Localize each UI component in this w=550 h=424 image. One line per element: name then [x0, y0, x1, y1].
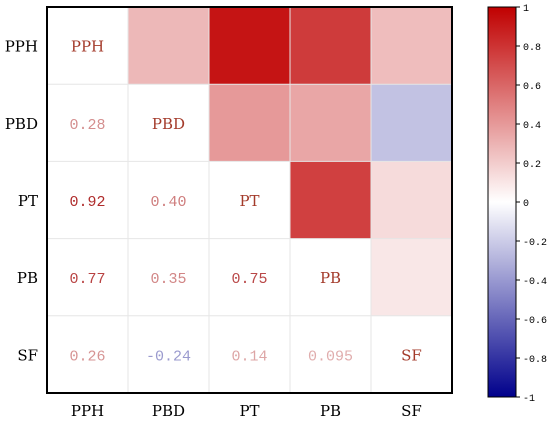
diagonal-label-PB: PB [320, 269, 341, 287]
heatmap-cell-PB-SF [371, 238, 452, 316]
cell-value-PB-PBD: 0.35 [150, 271, 186, 288]
heatmap-cell-PPH-PB [290, 7, 371, 85]
heatmap-cell-PT-SF [371, 161, 452, 239]
cell-value-SF-PB: 0.095 [308, 348, 353, 365]
y-tick-label-PT: PT [18, 192, 38, 210]
colorbar-tick-label: 1 [523, 4, 529, 15]
heatmap-cell-PPH-SF [371, 7, 452, 85]
heatmap-cell-labels: PPH 0.28 PBD 0.92 0.40 PT 0.77 0.35 0.75 PB 0.26 -0… [69, 38, 421, 366]
cell-value-PT-PBD: 0.40 [150, 194, 186, 211]
cell-value-SF-PBD: -0.24 [146, 348, 191, 365]
x-tick-label-PB: PB [320, 402, 341, 420]
y-tick-label-SF: SF [17, 346, 38, 364]
x-tick-label-PBD: PBD [152, 402, 185, 420]
heatmap-cell-PBD-SF [371, 84, 452, 162]
heatmap-frame [46, 6, 453, 394]
y-tick-label-PBD: PBD [5, 115, 38, 133]
colorbar-tick-label: 0.6 [523, 82, 541, 93]
cell-value-SF-PT: 0.14 [231, 348, 267, 365]
colorbar-gradient [487, 6, 517, 398]
x-tick-label-PPH: PPH [71, 402, 104, 420]
x-tick-label-SF: SF [401, 402, 422, 420]
cell-value-PBD-PPH: 0.28 [69, 117, 105, 134]
heatmap-cell-PBD-PB [290, 84, 371, 162]
colorbar-tick-label: -0.4 [523, 277, 547, 288]
colorbar-tick-label: -1 [523, 394, 535, 405]
colorbar-tick-label: -0.6 [523, 316, 547, 327]
diagonal-label-PBD: PBD [152, 115, 185, 133]
cell-value-PB-PPH: 0.77 [69, 271, 105, 288]
colorbar-tick-label: 0.2 [523, 160, 541, 171]
cell-value-PB-PT: 0.75 [231, 271, 267, 288]
colorbar-tick-label: 0.8 [523, 43, 541, 54]
colorbar: 1 0.8 0.6 0.4 0.2 0 -0.2 -0.4 -0.6 -0.8 -1 [487, 4, 547, 405]
x-axis-labels: PPH PBD PT PB SF [71, 402, 422, 420]
cell-value-PT-PPH: 0.92 [69, 194, 105, 211]
heatmap-grid [47, 7, 452, 393]
diagonal-label-SF: SF [401, 346, 422, 364]
cell-value-SF-PPH: 0.26 [69, 348, 105, 365]
y-tick-label-PB: PB [17, 269, 38, 287]
colorbar-tick-label: -0.8 [523, 355, 547, 366]
x-tick-label-PT: PT [239, 402, 259, 420]
heatmap-cells [128, 7, 452, 316]
heatmap-cell-PPH-PBD [128, 7, 209, 85]
heatmap-cell-PBD-PT [209, 84, 290, 162]
y-tick-label-PPH: PPH [5, 38, 38, 56]
heatmap-cell-PT-PB [290, 161, 371, 239]
colorbar-tick-label: 0 [523, 199, 529, 210]
y-axis-labels: PPH PBD PT PB SF [5, 38, 38, 365]
colorbar-tick-label: 0.4 [523, 121, 541, 132]
colorbar-tick-label: -0.2 [523, 238, 547, 249]
diagonal-label-PPH: PPH [71, 38, 104, 56]
diagonal-label-PT: PT [239, 192, 259, 210]
heatmap-cell-PPH-PT [209, 7, 290, 85]
